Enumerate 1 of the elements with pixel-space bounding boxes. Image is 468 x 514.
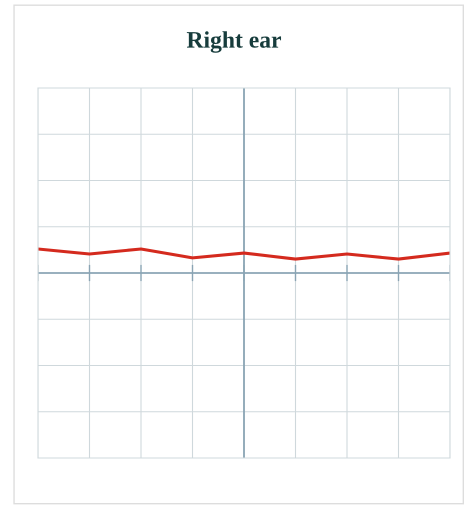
chart-title: Right ear xyxy=(186,31,282,53)
